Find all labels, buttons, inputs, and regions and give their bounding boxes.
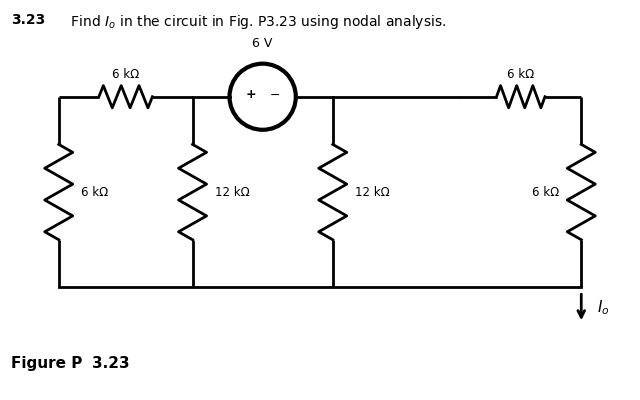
Text: 12 kΩ: 12 kΩ [355,186,390,198]
Text: 6 kΩ: 6 kΩ [81,186,108,198]
Text: 3.23: 3.23 [11,13,45,27]
Text: 3.23: 3.23 [92,356,129,371]
Text: 12 kΩ: 12 kΩ [215,186,250,198]
Text: 6 kΩ: 6 kΩ [507,68,534,81]
Text: 6 V: 6 V [252,37,273,50]
Text: Find $I_o$ in the circuit in Fig. P3.23 using nodal analysis.: Find $I_o$ in the circuit in Fig. P3.23 … [62,13,446,31]
Text: −: − [270,89,281,102]
Text: Figure P: Figure P [11,356,83,371]
Text: +: + [246,88,257,101]
Text: 6 kΩ: 6 kΩ [532,186,559,198]
Text: 6 kΩ: 6 kΩ [112,68,140,81]
Text: $I_o$: $I_o$ [597,298,610,316]
